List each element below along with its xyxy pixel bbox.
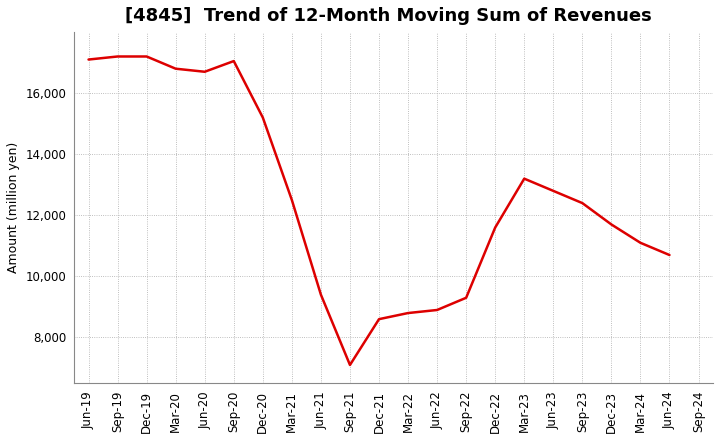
Text: [4845]  Trend of 12-Month Moving Sum of Revenues: [4845] Trend of 12-Month Moving Sum of R… bbox=[125, 7, 652, 25]
Y-axis label: Amount (million yen): Amount (million yen) bbox=[7, 142, 20, 273]
